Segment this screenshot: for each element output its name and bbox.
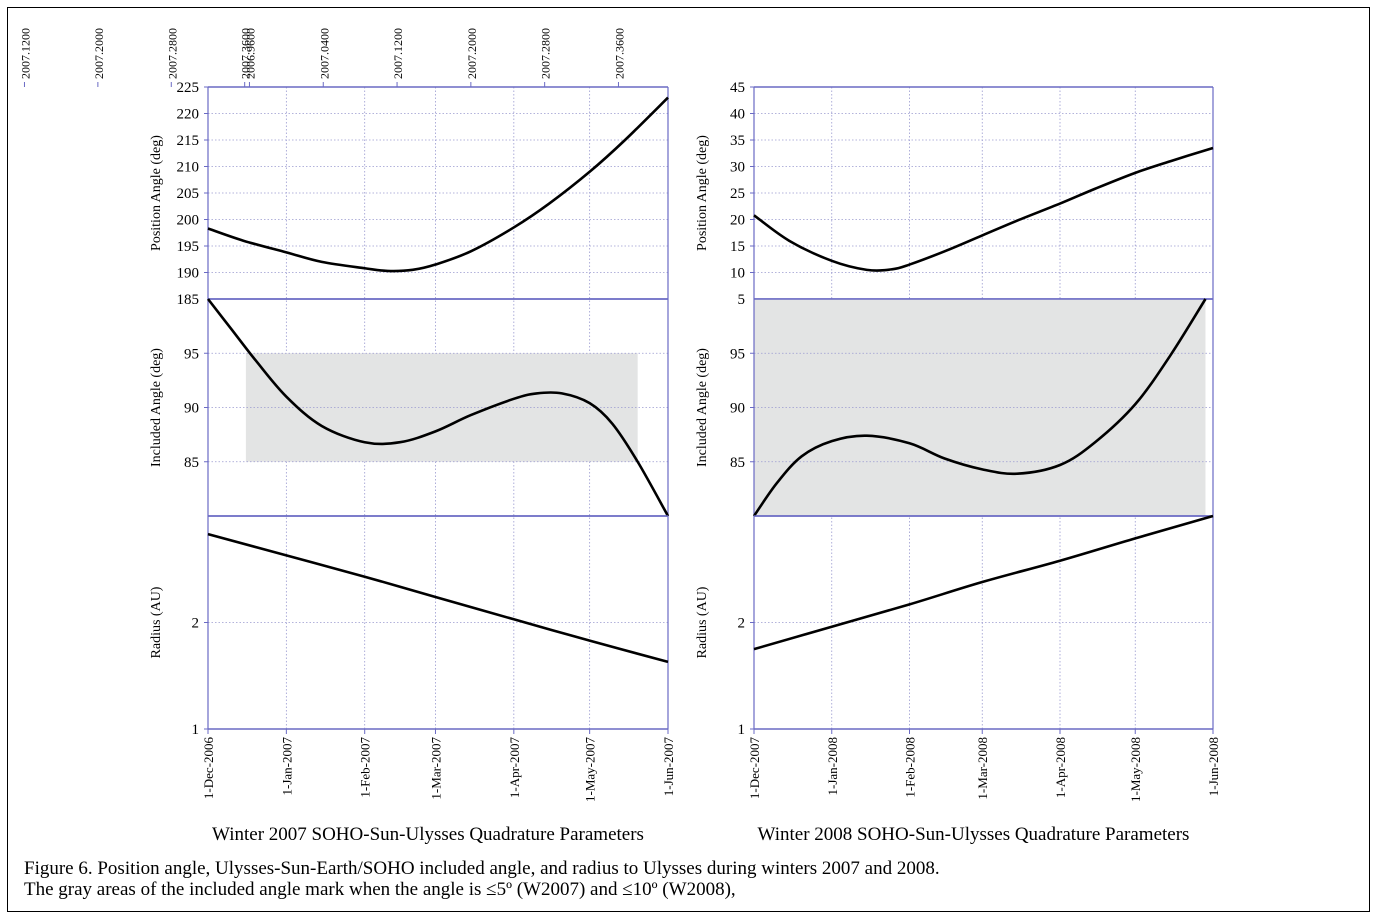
y-tick-label: 220: [177, 107, 200, 123]
x-tick-label: 1-Jun-2008: [1206, 737, 1221, 796]
top-tick-label: 2007.1200: [391, 28, 405, 79]
series-line: [753, 146, 1214, 272]
x-tick-label: 1-Mar-2008: [975, 737, 990, 800]
panel-2: 85 90 95 185 Included Angle (deg): [149, 292, 670, 517]
quadrature-charts: 1-Dec-2006 1-Jan-2007 1-Feb-2007 1-Mar-2007…: [18, 28, 1221, 845]
chart-2: 1-Dec-2007 1-Jan-2008 1-Feb-2008 1-Mar-2008…: [18, 28, 1221, 845]
top-tick-label: 2007.2800: [539, 28, 553, 79]
x-tick-label: 1-Dec-2007: [747, 737, 762, 800]
figure-caption: Figure 6. Position angle, Ulysses-Sun-Ea…: [24, 858, 1364, 900]
panel-1: 190 195 200 205 210 215 220 225 Position Angle (…: [149, 80, 669, 300]
top-tick-label: 2007.1200: [18, 28, 32, 79]
top-tick-label: 2007.0400: [317, 28, 331, 79]
y-tick-label: 1: [192, 722, 200, 738]
y-tick-label: 20: [730, 213, 745, 229]
shaded-range: [754, 299, 1206, 516]
top-tick-label: 2007.3600: [239, 28, 253, 79]
x-tick-label: 1-May-2007: [583, 737, 598, 802]
x-tick-label: 1-May-2008: [1128, 737, 1143, 802]
x-tick-label: 1-Jun-2007: [661, 737, 676, 797]
y-tick-label: 215: [177, 133, 200, 149]
panel-2: 85 90 95 5 Included Angle (deg): [695, 292, 1214, 517]
y-tick-label: 90: [184, 401, 199, 417]
chart-1: 1-Dec-2006 1-Jan-2007 1-Feb-2007 1-Mar-2007…: [149, 28, 676, 845]
caption-line-2: The gray areas of the included angle mar…: [24, 879, 736, 900]
y-tick-label: 200: [177, 213, 200, 229]
x-tick-label: 1-Dec-2006: [201, 737, 216, 800]
y-tick-label: 15: [730, 239, 745, 255]
x-tick-label: 1-Jan-2007: [279, 737, 294, 796]
x-tick-label: 1-Mar-2007: [428, 737, 443, 800]
y-tick-label: 30: [730, 160, 745, 176]
y-tick-label: 225: [177, 80, 200, 96]
y-tick-label: 2: [738, 616, 746, 632]
top-tick-label: 2007.2000: [92, 28, 106, 79]
y-tick-label: 5: [738, 292, 746, 308]
top-tick-label: 2006.9600: [243, 28, 257, 79]
y-tick-label: 190: [177, 266, 200, 282]
y-tick-label: 45: [730, 80, 745, 96]
y-axis-label: Position Angle (deg): [149, 135, 164, 251]
top-tick-label: 2007.2000: [465, 28, 479, 79]
figure-frame: 1-Dec-2006 1-Jan-2007 1-Feb-2007 1-Mar-2007…: [7, 7, 1370, 912]
y-tick-label: 95: [730, 346, 745, 362]
series-line: [207, 96, 669, 273]
top-tick-label: 2007.3600: [612, 28, 626, 79]
y-tick-label: 85: [730, 455, 745, 471]
x-tick-label: 1-Jan-2008: [825, 737, 840, 796]
series-line: [752, 298, 1207, 517]
chart-title: Winter 2008 SOHO-Sun-Ulysses Quadrature …: [758, 824, 1190, 845]
top-tick-label: 2007.2800: [165, 28, 179, 79]
y-tick-label: 185: [177, 292, 200, 308]
series-line: [206, 298, 670, 517]
y-tick-label: 205: [177, 186, 200, 202]
caption-line-1: Figure 6. Position angle, Ulysses-Sun-Ea…: [24, 858, 940, 879]
x-tick-label: 1-Apr-2007: [507, 737, 522, 799]
x-tick-label: 1-Feb-2007: [358, 737, 373, 798]
y-tick-label: 10: [730, 266, 745, 282]
y-axis-label: Position Angle (deg): [695, 135, 710, 251]
y-tick-label: 90: [730, 401, 745, 417]
panel-3: 1 2 Radius (AU): [695, 514, 1214, 738]
y-tick-label: 2: [192, 616, 200, 632]
y-axis-label: Radius (AU): [149, 586, 164, 658]
y-tick-label: 95: [184, 346, 199, 362]
series-line: [753, 514, 1214, 651]
y-tick-label: 1: [738, 722, 746, 738]
y-axis-label: Included Angle (deg): [149, 348, 164, 467]
y-axis-label: Radius (AU): [695, 586, 710, 658]
chart-title: Winter 2007 SOHO-Sun-Ulysses Quadrature …: [212, 824, 644, 845]
y-tick-label: 40: [730, 107, 745, 123]
panel-1: 10 15 20 25 30 35 40 45 Position Angle (deg): [695, 80, 1214, 300]
y-tick-label: 210: [177, 160, 200, 176]
x-tick-label: 1-Apr-2008: [1053, 737, 1068, 798]
y-tick-label: 195: [177, 239, 200, 255]
series-line: [207, 532, 669, 664]
y-tick-label: 25: [730, 186, 745, 202]
y-axis-label: Included Angle (deg): [695, 348, 710, 467]
x-tick-label: 1-Feb-2008: [903, 737, 918, 798]
y-tick-label: 35: [730, 133, 745, 149]
panel-3: 1 2 Radius (AU): [149, 515, 669, 738]
y-tick-label: 85: [184, 455, 199, 471]
shaded-range: [245, 353, 638, 462]
